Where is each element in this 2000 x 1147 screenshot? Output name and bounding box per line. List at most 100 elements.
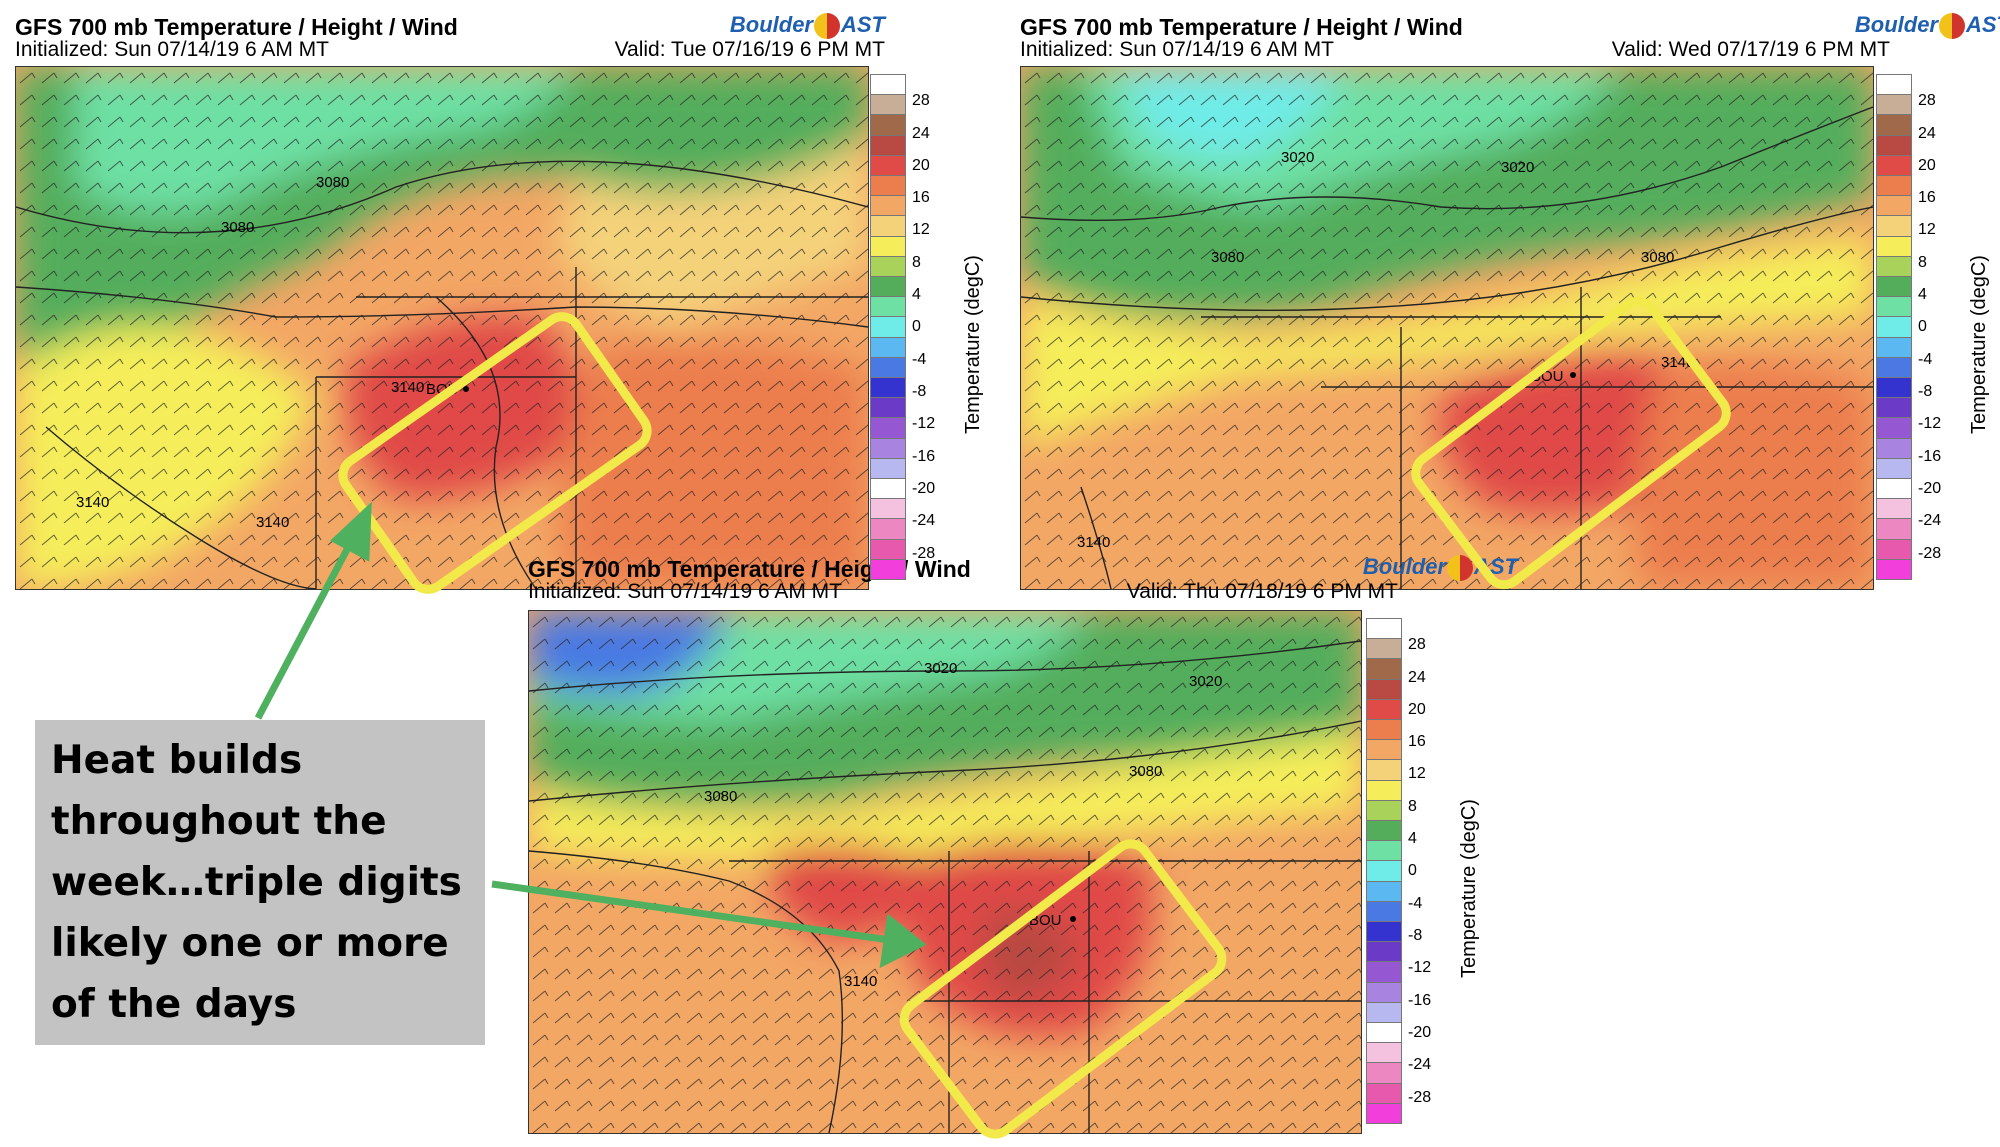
colorbar-swatch — [1366, 678, 1402, 700]
contour-label: 3080 — [221, 219, 254, 236]
panel-tue: GFS 700 mb Temperature / Height / Wind I… — [15, 12, 885, 590]
colorbar-tick-label: -20 — [1408, 1024, 1432, 1042]
contour-label: 3080 — [316, 174, 349, 191]
colorbar-swatch — [1876, 457, 1912, 479]
colorbar-swatch — [1876, 478, 1912, 500]
colorbar-tick-label: 28 — [912, 92, 930, 110]
colorbar-swatch — [1366, 739, 1402, 761]
colorbar-swatch — [1876, 417, 1912, 439]
colorbar-tick-label: 12 — [912, 221, 930, 239]
colorbar-tick-label: -16 — [1918, 447, 1942, 465]
brand-text-right: AST — [841, 12, 885, 37]
colorbar-swatch — [1876, 498, 1912, 520]
colorbar-swatch — [1876, 195, 1912, 217]
brand-c-icon — [814, 13, 840, 40]
brand-text-left: Boulder — [1854, 12, 1938, 37]
colorbar-tick-label: -12 — [912, 415, 936, 433]
colorbar-swatch — [870, 195, 906, 217]
colorbar-tick-label: 0 — [1408, 862, 1417, 880]
colorbar-swatch — [1366, 820, 1402, 842]
colorbar-swatch — [870, 397, 906, 419]
colorbar-swatch — [1366, 1001, 1402, 1023]
colorbar-swatch — [1876, 518, 1912, 540]
colorbar-unit-label: Temperature (degC) — [962, 255, 984, 434]
colorbar-swatch — [1876, 235, 1912, 257]
initialized-time: Initialized: Sun 07/14/19 6 AM MT — [528, 580, 843, 603]
brand-text-left: Boulder — [1362, 554, 1446, 579]
contour-label: 3020 — [1281, 149, 1314, 166]
colorbar-swatch — [870, 215, 906, 237]
colorbar-wed: 28 24 20 16 12 8 4 0 -4 -8 -12 -16 -20 -24 -28 — [1876, 74, 1941, 584]
colorbar-thu: 28 24 20 16 12 8 4 0 -4 -8 -12 -16 -20 -24 -28 — [1366, 618, 1431, 1128]
colorbar-swatch — [1876, 276, 1912, 298]
map-graphic: 3020 3020 3080 3080 3140 3140 BOU — [1021, 67, 1873, 589]
colorbar-tick-label: 4 — [1408, 830, 1417, 848]
colorbar-swatch — [870, 255, 906, 277]
colorbar-swatch — [870, 94, 906, 116]
panel-title: GFS 700 mb Temperature / Height / Wind — [15, 14, 458, 40]
colorbar-tick-label: 28 — [1918, 92, 1936, 110]
colorbar-swatch — [870, 417, 906, 439]
temperature-map: 3020 3020 3080 3080 3140 3140 BOU — [1020, 66, 1874, 590]
colorbar-swatch — [870, 538, 906, 560]
colorbar-tick-label: -4 — [1918, 350, 1933, 368]
colorbar-tick-label: -12 — [1408, 959, 1432, 977]
colorbar-swatch — [1366, 1022, 1402, 1044]
colorbar-tick-label: -8 — [1408, 927, 1423, 945]
colorbar-tick-label: -24 — [912, 512, 936, 530]
brand-text-left: Boulder — [729, 12, 813, 37]
initialized-time: Initialized: Sun 07/14/19 6 AM MT — [1020, 38, 1335, 61]
colorbar-tick-label: -4 — [1408, 894, 1423, 912]
colorbar-swatch — [1876, 215, 1912, 237]
colorbar-swatch — [1366, 618, 1402, 640]
colorbar-tick-label: 20 — [912, 156, 930, 174]
panel-title: GFS 700 mb Temperature / Height / Wind — [1020, 14, 1463, 40]
colorbar-swatch — [1876, 255, 1912, 277]
colorbar-swatch — [1876, 336, 1912, 358]
colorbar-swatch — [870, 356, 906, 378]
colorbar-unit-label: Temperature (degC) — [1968, 255, 1990, 434]
map-graphic: 3080 3080 3140 3140 3140 BOU — [16, 67, 868, 589]
colorbar-swatch — [1366, 961, 1402, 983]
valid-time: Valid: Thu 07/18/19 6 PM MT — [1126, 580, 1398, 603]
colorbar-swatch — [1876, 377, 1912, 399]
colorbar-swatch — [1876, 296, 1912, 318]
brand-text-right: AST — [1966, 12, 2000, 37]
contour-label: 3140 — [256, 514, 289, 531]
colorbar-swatch — [870, 235, 906, 257]
colorbar-swatch — [870, 498, 906, 520]
colorbar-tick-label: -16 — [912, 447, 936, 465]
contour-label: 3140 — [391, 379, 424, 396]
colorbar-tick-label: -16 — [1408, 991, 1432, 1009]
colorbar-tick-label: 24 — [912, 124, 930, 142]
colorbar-swatch — [1366, 921, 1402, 943]
colorbar-tick-label: 20 — [1408, 700, 1426, 718]
colorbar-swatch — [1366, 981, 1402, 1003]
colorbar-tick-label: -28 — [912, 544, 936, 562]
caption-box: Heat builds throughout the week…triple d… — [35, 720, 485, 1045]
station-marker — [1070, 916, 1076, 922]
colorbar-tick-label: 0 — [912, 318, 921, 336]
colorbar-swatch — [1366, 1102, 1402, 1124]
colorbar-swatch — [1876, 316, 1912, 338]
colorbar-swatch — [870, 74, 906, 96]
colorbar-tick-label: -28 — [1918, 544, 1942, 562]
station-marker — [463, 386, 469, 392]
colorbar-tick-label: 8 — [912, 253, 921, 271]
colorbar-swatch — [1366, 900, 1402, 922]
colorbar-swatch — [870, 134, 906, 156]
colorbar-swatch — [1876, 74, 1912, 96]
colorbar-swatch — [1366, 698, 1402, 720]
colorbar-tick-label: 20 — [1918, 156, 1936, 174]
colorbar-swatch — [1366, 840, 1402, 862]
contour-label: 3080 — [704, 788, 737, 805]
colorbar-swatch — [1366, 880, 1402, 902]
colorbar-swatch — [1366, 638, 1402, 660]
colorbar-tick-label: -28 — [1408, 1088, 1432, 1106]
colorbar-swatch — [870, 175, 906, 197]
colorbar-tick-label: 8 — [1918, 253, 1927, 271]
colorbar-tick-label: 8 — [1408, 797, 1417, 815]
brand-c-icon — [1939, 13, 1965, 40]
colorbar-swatch — [1366, 1062, 1402, 1084]
contour-label: 3020 — [1189, 673, 1222, 690]
